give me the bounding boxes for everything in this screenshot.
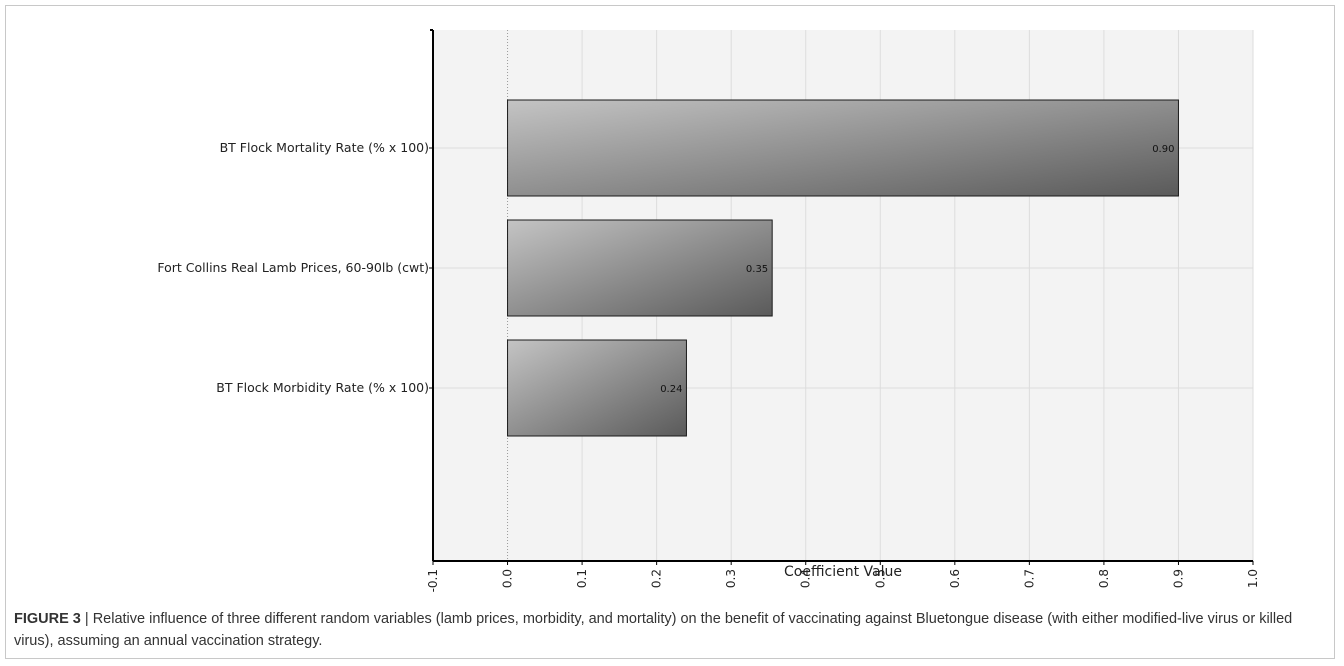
x-tick-label: 0.2 bbox=[650, 569, 664, 588]
caption-text: Relative influence of three different ra… bbox=[14, 611, 1293, 649]
bar-value-label: 0.35 bbox=[746, 264, 768, 275]
category-label: Fort Collins Real Lamb Prices, 60-90lb (… bbox=[157, 260, 429, 275]
caption-separator: | bbox=[80, 611, 93, 627]
coefficient-bar-chart: 0.90 0.35 0.24 -0.1 0.0 0.1 0.2 0.3 0.4 0.5 0.6 0.… bbox=[157, 29, 1260, 592]
bar bbox=[507, 339, 687, 437]
figure-number: FIGURE 3 bbox=[14, 611, 81, 627]
category-label: BT Flock Morbidity Rate (% x 100) bbox=[216, 380, 429, 395]
x-axis-label: Coefficient Value bbox=[784, 564, 902, 580]
figure-caption: FIGURE 3 | Relative influence of three d… bbox=[14, 608, 1326, 652]
x-tick-label: 1.0 bbox=[1246, 569, 1260, 588]
x-tick-label: 0.7 bbox=[1022, 569, 1036, 588]
bar bbox=[507, 219, 773, 317]
x-tick-label: 0.4 bbox=[799, 569, 813, 588]
x-tick-label: 0.6 bbox=[948, 569, 962, 588]
bar-value-label: 0.90 bbox=[1152, 144, 1174, 155]
x-tick-label: -0.1 bbox=[426, 569, 440, 592]
bar bbox=[507, 99, 1179, 197]
x-tick-label: 0.5 bbox=[873, 569, 887, 588]
x-tick-label: 0.8 bbox=[1097, 569, 1111, 588]
bar-value-label: 0.24 bbox=[660, 384, 682, 395]
x-tick-label: 0.3 bbox=[724, 569, 738, 588]
x-tick-label: 0.9 bbox=[1171, 569, 1185, 588]
x-tick-label: 0.0 bbox=[501, 569, 515, 588]
x-tick-label: 0.1 bbox=[575, 569, 589, 588]
category-label: BT Flock Mortality Rate (% x 100) bbox=[220, 140, 429, 155]
